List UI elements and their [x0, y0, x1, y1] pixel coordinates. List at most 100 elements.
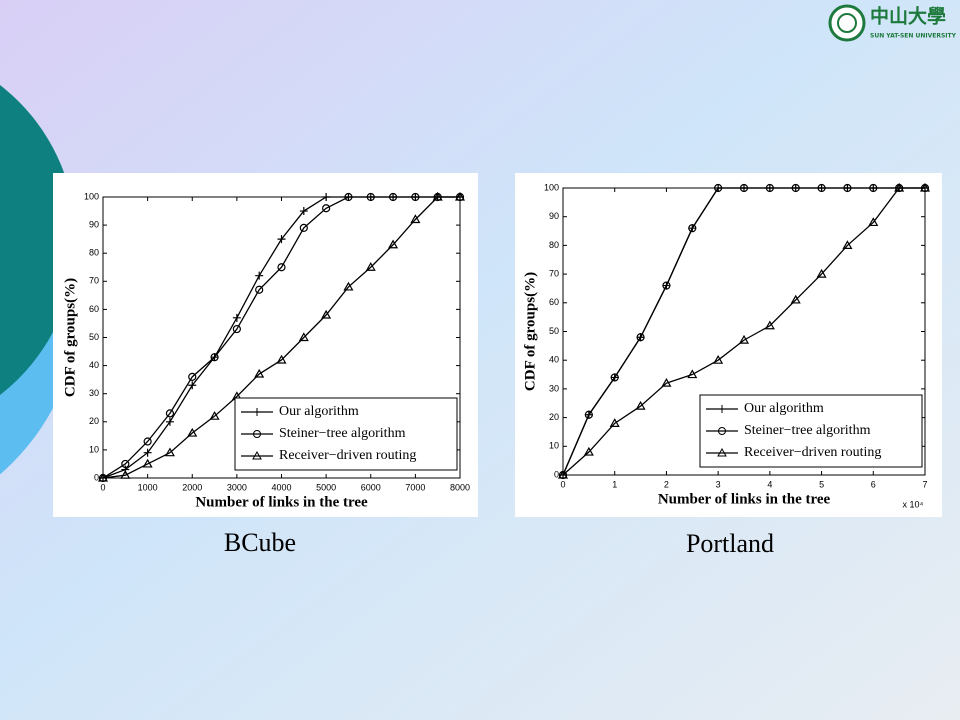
- x-tick-label: 5: [819, 479, 824, 489]
- data-point: [635, 400, 646, 410]
- y-tick-label: 20: [89, 416, 99, 426]
- y-tick-label: 70: [549, 268, 559, 278]
- x-tick-label: 1: [612, 479, 617, 489]
- y-tick-label: 30: [549, 383, 559, 393]
- data-point: [277, 235, 286, 244]
- y-tick-label: 90: [549, 211, 559, 221]
- data-point: [121, 459, 130, 469]
- data-point: [557, 469, 569, 479]
- y-tick-label: 90: [89, 219, 99, 229]
- data-point: [688, 224, 697, 233]
- data-point: [790, 294, 801, 304]
- data-point: [609, 418, 620, 427]
- logo: 中山大學 SUN YAT-SEN UNIVERSITY: [828, 4, 957, 42]
- legend-marker: [718, 427, 727, 435]
- data-point: [661, 377, 672, 387]
- data-point: [97, 472, 109, 482]
- x-tick-label: 8000: [450, 482, 470, 492]
- data-point: [738, 334, 750, 344]
- data-point: [209, 410, 220, 420]
- data-point: [410, 214, 421, 224]
- legend-label: Receiver−driven routing: [279, 448, 416, 463]
- y-tick-label: 0: [554, 469, 559, 479]
- x-tick-label: 6000: [361, 482, 381, 492]
- legend-label: Steiner−tree algorithm: [279, 426, 406, 441]
- data-point: [662, 281, 671, 290]
- data-point: [713, 354, 724, 364]
- data-point: [764, 320, 775, 330]
- y-tick-label: 80: [89, 248, 99, 258]
- data-point: [255, 271, 264, 280]
- data-point: [188, 381, 197, 390]
- y-tick-label: 0: [94, 472, 99, 482]
- chart-caption: Portland: [686, 529, 774, 558]
- data-point: [868, 217, 879, 227]
- data-point: [255, 285, 264, 294]
- legend-marker: [717, 447, 727, 457]
- data-point: [739, 183, 749, 193]
- x-tick-label: 0: [100, 482, 105, 492]
- y-tick-label: 80: [549, 240, 559, 250]
- data-point: [299, 207, 308, 216]
- logo-emblem: [828, 4, 866, 42]
- data-point: [919, 182, 931, 192]
- x-tick-label: 3: [716, 479, 721, 489]
- legend-marker: [253, 408, 261, 416]
- x-tick-label: 7: [922, 479, 927, 489]
- y-tick-label: 100: [544, 182, 559, 192]
- x-tick-label: 2000: [182, 482, 202, 492]
- data-point: [388, 192, 398, 202]
- data-point: [432, 191, 443, 201]
- data-point: [344, 192, 353, 202]
- legend-marker: [253, 430, 262, 438]
- y-tick-label: 20: [549, 412, 559, 422]
- data-point: [816, 268, 827, 278]
- legend-label: Steiner−tree algorithm: [744, 423, 871, 438]
- y-tick-label: 40: [549, 355, 559, 365]
- logo-emblem: [837, 13, 857, 33]
- data-point: [276, 354, 287, 364]
- data-point: [187, 427, 198, 437]
- series-line: [102, 196, 460, 479]
- x-tick-label: 4000: [271, 482, 291, 492]
- data-point: [610, 373, 619, 382]
- data-point: [165, 409, 175, 418]
- data-point: [894, 182, 905, 192]
- data-point: [687, 369, 698, 379]
- series-line: [562, 187, 925, 476]
- data-point: [322, 204, 331, 213]
- data-point: [277, 263, 286, 272]
- data-point: [869, 183, 878, 193]
- x-tick-label: 4: [767, 479, 772, 489]
- series-line: [102, 196, 460, 479]
- data-point: [388, 239, 399, 249]
- data-point: [765, 183, 774, 193]
- x-tick-label: 0: [560, 479, 565, 489]
- data-point: [842, 240, 853, 249]
- data-point: [165, 417, 174, 426]
- data-point: [143, 437, 152, 446]
- data-point: [843, 183, 852, 193]
- data-point: [583, 446, 594, 456]
- data-point: [343, 281, 354, 291]
- logo-name: 中山大學: [870, 5, 946, 28]
- data-point: [210, 353, 219, 362]
- data-point: [322, 193, 331, 201]
- x-tick-label: 3000: [227, 482, 247, 492]
- data-point: [143, 448, 152, 457]
- data-point: [454, 191, 466, 201]
- data-point: [299, 223, 308, 232]
- data-point: [321, 309, 332, 319]
- x-tick-label: 7000: [405, 482, 425, 492]
- data-point: [365, 262, 376, 271]
- data-point: [254, 368, 265, 378]
- x-axis-label: Number of links in the tree: [195, 494, 368, 510]
- legend-label: Our algorithm: [279, 404, 359, 419]
- data-point: [188, 372, 197, 381]
- y-tick-label: 40: [89, 360, 99, 370]
- data-point: [714, 183, 723, 193]
- legend-marker: [252, 450, 262, 460]
- x-tick-label: 2: [664, 479, 669, 489]
